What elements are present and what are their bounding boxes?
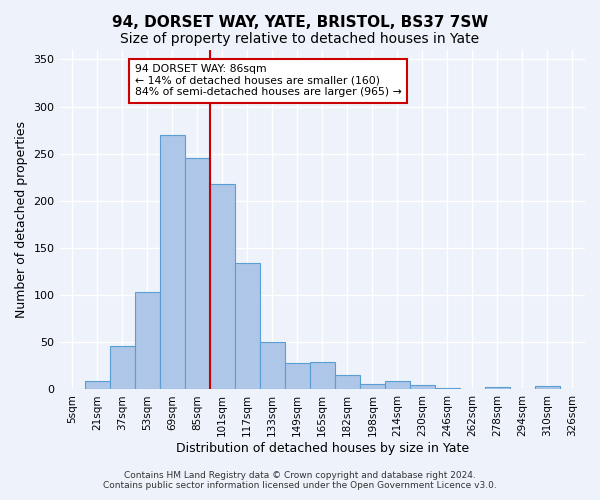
Bar	[335, 376, 360, 390]
Bar	[160, 135, 185, 390]
Text: 94 DORSET WAY: 86sqm
← 14% of detached houses are smaller (160)
84% of semi-deta: 94 DORSET WAY: 86sqm ← 14% of detached h…	[134, 64, 401, 98]
Bar	[285, 363, 310, 390]
Bar	[209, 184, 235, 390]
Bar	[85, 381, 110, 390]
Bar	[110, 346, 134, 390]
Bar	[535, 386, 560, 390]
Bar	[260, 342, 285, 390]
Bar	[134, 292, 160, 390]
Bar	[385, 381, 410, 390]
Text: Contains HM Land Registry data © Crown copyright and database right 2024.
Contai: Contains HM Land Registry data © Crown c…	[103, 470, 497, 490]
X-axis label: Distribution of detached houses by size in Yate: Distribution of detached houses by size …	[176, 442, 469, 455]
Bar	[310, 362, 335, 390]
Text: 94, DORSET WAY, YATE, BRISTOL, BS37 7SW: 94, DORSET WAY, YATE, BRISTOL, BS37 7SW	[112, 15, 488, 30]
Y-axis label: Number of detached properties: Number of detached properties	[15, 121, 28, 318]
Bar	[410, 384, 435, 390]
Bar	[185, 158, 209, 390]
Bar	[435, 388, 460, 390]
Bar	[360, 384, 385, 390]
Text: Size of property relative to detached houses in Yate: Size of property relative to detached ho…	[121, 32, 479, 46]
Bar	[235, 263, 260, 390]
Bar	[485, 386, 510, 390]
